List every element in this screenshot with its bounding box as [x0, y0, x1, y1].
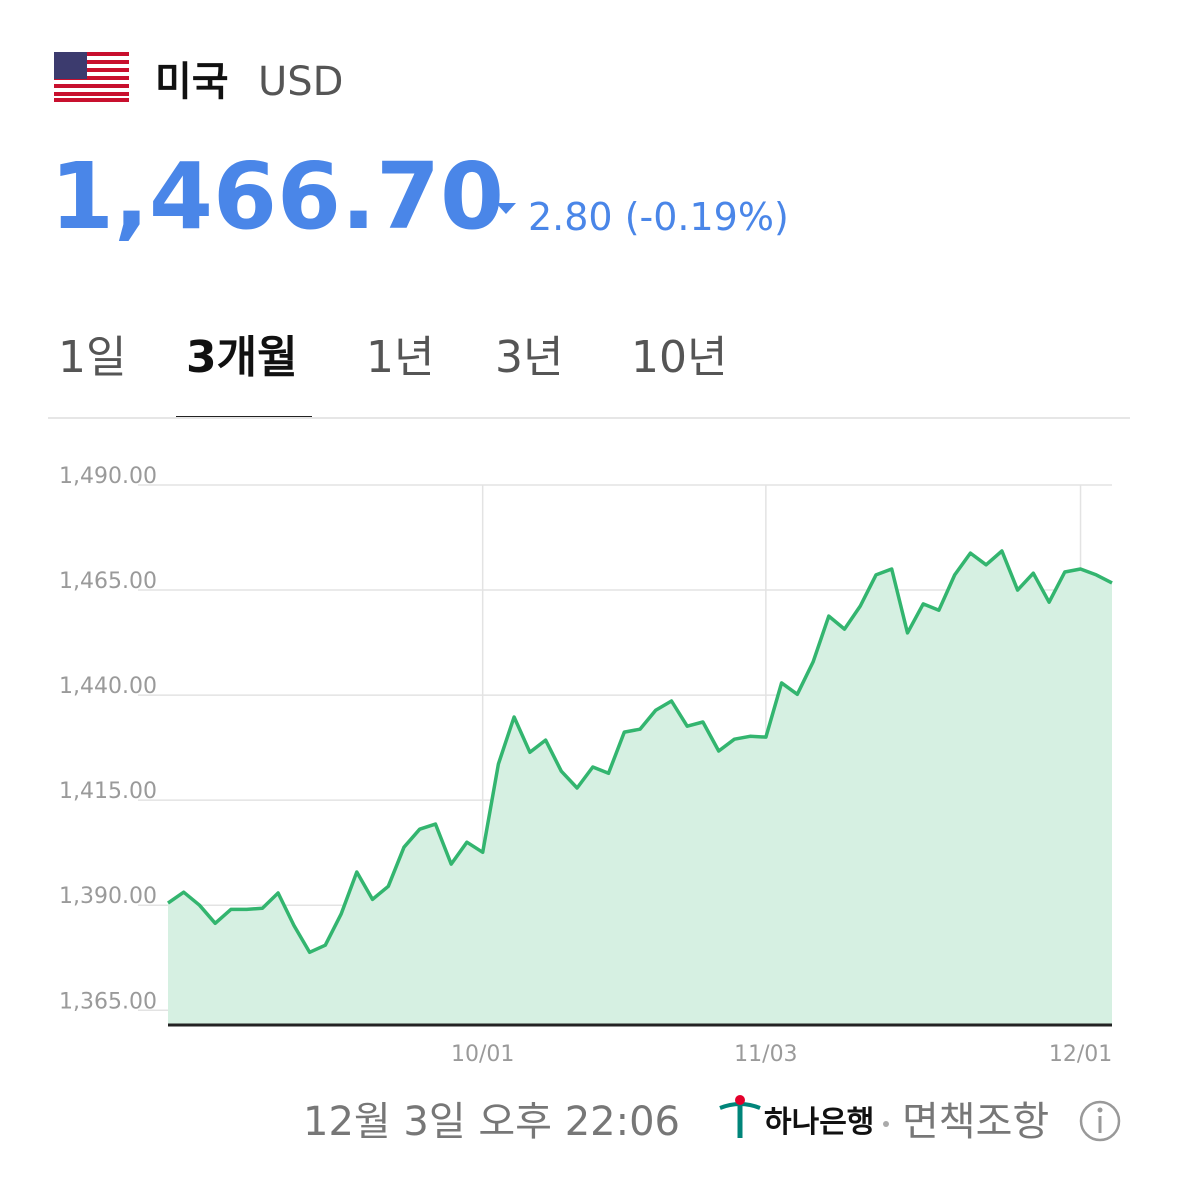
tab[interactable]: 1년: [366, 332, 434, 383]
timestamp: 12월 3일 오후 22:06: [303, 1099, 680, 1145]
us-flag: [54, 52, 129, 102]
y-tick-label: 1,440.00: [59, 674, 157, 699]
x-tick-label: 10/01: [451, 1042, 514, 1067]
disclaimer[interactable]: 면책조항: [902, 1099, 1049, 1145]
x-tick-label: 12/01: [1049, 1042, 1112, 1067]
separator-dot: [883, 1121, 889, 1127]
price: 1,466.70: [50, 143, 504, 250]
down-arrow: [496, 203, 516, 214]
country: 미국: [155, 59, 229, 105]
currency: USD: [258, 59, 343, 105]
price-line: [167, 549, 1113, 955]
y-tick-label: 1,490.00: [59, 464, 157, 489]
y-tick-label: 1,390.00: [59, 884, 157, 909]
bank-logo: [719, 1095, 761, 1138]
chart: 1,490.00 1,465.00 1,440.00 1,415.00 1,390.00…: [59, 464, 1113, 1067]
y-tick-label: 1,415.00: [59, 779, 157, 804]
bank-name: 하나은행: [764, 1105, 874, 1140]
tabs: 1일 3개월 1년 3년 10년: [58, 332, 727, 419]
info-icon[interactable]: [1079, 1100, 1121, 1142]
tab[interactable]: 3개월: [186, 332, 298, 383]
change: 2.80 (-0.19%): [528, 195, 789, 239]
tab[interactable]: 3년: [495, 332, 563, 383]
y-tick-label: 1,365.00: [59, 989, 157, 1014]
y-tick-label: 1,465.00: [59, 569, 157, 594]
area-fill: [168, 551, 1112, 1025]
tab[interactable]: 10년: [631, 332, 727, 383]
x-tick-label: 11/03: [734, 1042, 797, 1067]
tab[interactable]: 1일: [58, 332, 126, 383]
